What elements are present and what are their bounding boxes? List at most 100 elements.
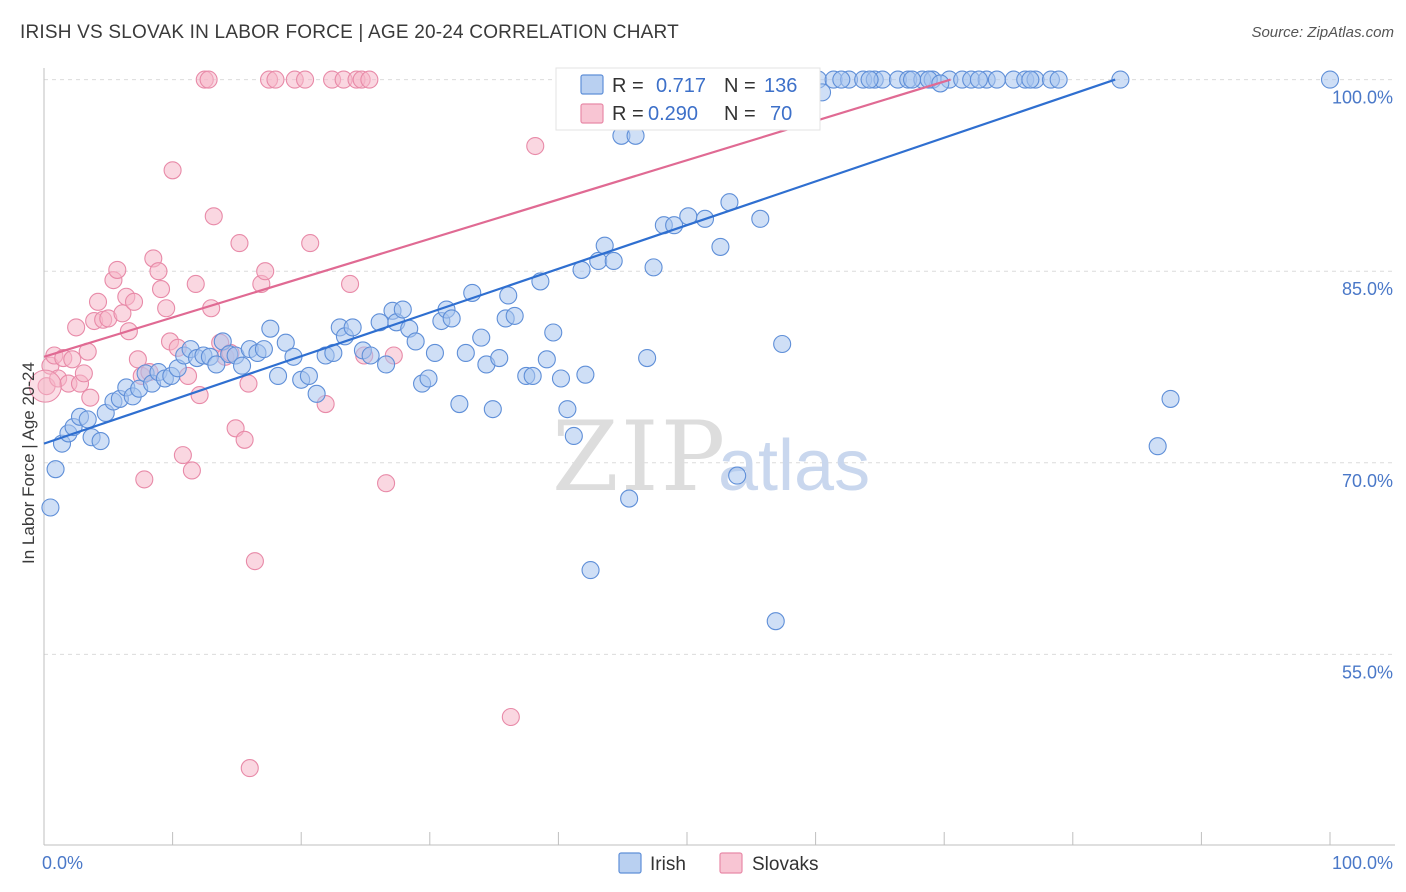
irish-point	[207, 355, 226, 374]
irish-point	[1148, 437, 1167, 456]
legend-n-value-irish: 136	[764, 75, 797, 97]
irish-point	[665, 216, 684, 235]
y-axis-label: In Labor Force | Age 20-24	[19, 362, 38, 564]
legend-r-value-irish: 0.717	[656, 75, 706, 97]
irish-point	[766, 612, 785, 631]
irish-point	[581, 561, 600, 580]
slovak-point-large	[28, 369, 62, 403]
x-tick-label: 0.0%	[42, 853, 83, 873]
series-legend: Irish Slovaks	[618, 852, 819, 875]
slovak-point	[266, 70, 285, 89]
irish-point	[551, 369, 571, 388]
irish-point	[46, 460, 65, 479]
irish-point	[751, 209, 770, 228]
irish-point	[425, 343, 444, 362]
irish-point	[902, 70, 922, 89]
irish-point	[450, 394, 469, 414]
irish-point	[644, 258, 663, 277]
legend-n-value-slovaks: 70	[770, 103, 792, 125]
legend-swatch-irish	[580, 74, 604, 95]
slovak-point	[360, 70, 379, 89]
slovak-point	[240, 759, 259, 778]
irish-point	[1320, 70, 1340, 89]
irish-point	[472, 328, 491, 347]
slovak-point	[157, 299, 176, 318]
irish-point	[728, 466, 747, 485]
slovak-point	[151, 280, 171, 299]
irish-point	[393, 300, 412, 319]
irish-point	[544, 323, 563, 342]
slovak-point	[173, 446, 192, 465]
irish-point	[1161, 389, 1180, 408]
slovak-point	[296, 70, 315, 89]
watermark-zip: ZIP	[552, 401, 727, 513]
slovak-point	[256, 262, 275, 281]
irish-point	[442, 309, 461, 328]
slovak-point	[186, 274, 205, 294]
slovak-point	[182, 461, 201, 480]
irish-point	[456, 343, 475, 362]
slovak-point	[124, 292, 144, 311]
bottom-legend-swatch-slovaks[interactable]	[719, 852, 743, 874]
slovak-point	[526, 136, 545, 156]
slovak-point	[149, 262, 168, 281]
legend-n-label-slovaks: N =	[724, 103, 756, 125]
irish-point	[483, 400, 502, 419]
chart-title: IRISH VS SLOVAK IN LABOR FORCE | AGE 20-…	[20, 22, 679, 43]
bottom-legend-slovaks[interactable]: Slovaks	[752, 854, 819, 875]
legend-swatch-slovaks	[580, 103, 604, 124]
slovak-point	[108, 260, 127, 279]
irish-point	[343, 318, 362, 337]
slovak-point	[377, 474, 396, 493]
irish-point	[490, 349, 509, 368]
irish-point	[773, 334, 792, 354]
irish-point	[254, 340, 273, 359]
irish-point	[1021, 70, 1040, 89]
slovak-point	[67, 318, 86, 337]
irish-point	[307, 384, 326, 403]
bottom-legend-swatch-irish[interactable]	[618, 852, 642, 874]
irish-point	[604, 251, 623, 271]
irish-point	[269, 366, 288, 385]
y-tick-label: 100.0%	[1332, 88, 1393, 108]
slovak-point	[199, 70, 218, 89]
slovak-point	[501, 707, 520, 727]
irish-point	[711, 237, 730, 256]
irish-points	[41, 70, 1340, 631]
slovak-point	[230, 234, 249, 253]
y-tick-label: 55.0%	[1342, 662, 1393, 682]
irish-point	[1049, 70, 1068, 89]
slovak-point	[239, 374, 258, 393]
legend-n-label-irish: N =	[724, 75, 756, 97]
slovak-point	[135, 470, 154, 489]
irish-point	[832, 70, 851, 89]
x-tick-labels: 0.0% 100.0%	[42, 853, 1393, 873]
legend-r-value-slovaks: 0.290	[648, 103, 698, 125]
slovak-point	[341, 274, 360, 294]
x-tick-label: 100.0%	[1332, 853, 1393, 873]
irish-point	[620, 489, 639, 508]
irish-point	[361, 346, 380, 365]
irish-trend-line	[43, 78, 1116, 445]
irish-point	[537, 350, 556, 369]
slovak-point	[235, 430, 254, 449]
irish-point	[41, 498, 60, 517]
bottom-legend-irish[interactable]: Irish	[650, 854, 686, 875]
watermark-atlas: atlas	[718, 426, 870, 506]
stats-legend: R = 0.717 N = 136 R = 0.290 N = 70	[555, 67, 821, 131]
y-tick-label: 85.0%	[1342, 279, 1393, 299]
irish-point	[499, 286, 518, 305]
irish-point	[564, 426, 583, 446]
y-tick-labels: 100.0% 85.0% 70.0% 55.0%	[1332, 88, 1393, 683]
slovak-point	[81, 388, 100, 407]
slovak-point	[88, 292, 108, 311]
slovak-point	[63, 350, 82, 369]
irish-point	[261, 319, 280, 338]
legend-r-label-slovaks: R =	[612, 103, 644, 125]
slovak-point	[301, 234, 320, 253]
axes	[43, 68, 1395, 846]
irish-point	[969, 70, 988, 89]
slovak-point	[190, 386, 209, 405]
slovak-point	[74, 364, 93, 383]
